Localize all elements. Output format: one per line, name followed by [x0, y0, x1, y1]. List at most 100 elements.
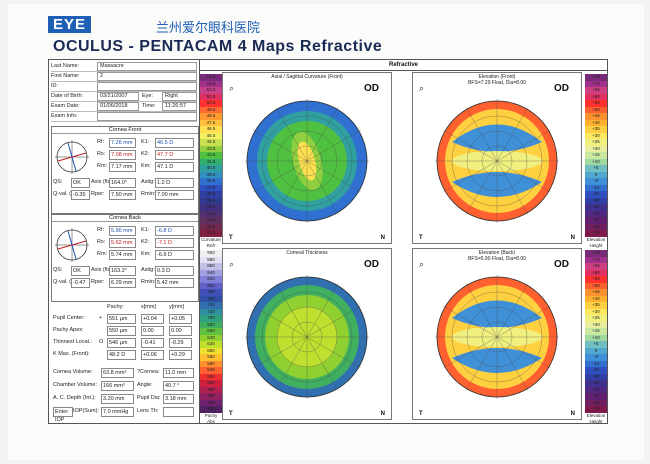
- patient-data-panel: Last Name: Massacre First Name: 2 ID: Date of…: [49, 60, 200, 423]
- scale-step: +40: [585, 119, 607, 126]
- nasal-label: N: [380, 235, 385, 241]
- scale-step: -45: [585, 406, 607, 413]
- kerat-label: K1:: [141, 227, 150, 233]
- kerat-value: -6.9 D: [155, 250, 194, 260]
- magnifier-icon[interactable]: ⌕: [419, 83, 425, 93]
- kerat-value: 0.3 D: [155, 266, 194, 276]
- scale-step: -20: [585, 373, 607, 380]
- magnifier-icon[interactable]: ⌕: [419, 259, 425, 269]
- map-plot: [245, 275, 369, 399]
- patient-field-label: Exam Date:: [51, 103, 80, 110]
- scale-step: +35: [585, 126, 607, 133]
- kerat-label: Astig:: [141, 267, 155, 273]
- scale-unit: Pachy: [204, 412, 218, 418]
- eye-label: OD: [554, 83, 569, 94]
- scale-step: 49.5: [200, 106, 222, 113]
- scale-step: 800: [200, 282, 222, 289]
- scale-step: 54.5: [200, 74, 222, 81]
- report-frame: Last Name: Massacre First Name: 2 ID: Date of…: [48, 59, 608, 424]
- patient-field-value: 11:26:57: [162, 101, 197, 111]
- scale-step: 32.5: [200, 217, 222, 224]
- scale-step: -35: [585, 217, 607, 224]
- volume-value: 7.0 mmHg: [101, 407, 134, 417]
- magnifier-icon[interactable]: ⌕: [229, 259, 235, 269]
- scale-step: 760: [200, 295, 222, 302]
- scale-step: +30: [585, 132, 607, 139]
- nasal-label: N: [570, 411, 575, 417]
- scale-step: 36.5: [200, 191, 222, 198]
- map-subtitle: BFS=7.29 Float, Dia=8.00: [468, 80, 526, 86]
- refractive-panel-title: Refractive: [200, 60, 607, 71]
- nasal-label: N: [570, 235, 575, 241]
- pachy-column-header: y[mm]: [169, 304, 184, 310]
- scale-step: +50: [585, 106, 607, 113]
- scale-step: +15: [585, 152, 607, 159]
- temporal-label: T: [229, 411, 233, 417]
- color-scale: 900 880 860 840 820 800 780 760 740 720 700 680 660 6…: [200, 250, 222, 426]
- pachy-row-label: Pachy Apex:: [53, 327, 84, 333]
- patient-field-label: First Name:: [51, 73, 80, 80]
- scale-step: 38.5: [200, 178, 222, 185]
- kerat-label: Km:: [141, 163, 151, 169]
- scale-step: 440: [200, 399, 222, 406]
- scale-step: +25: [585, 315, 607, 322]
- kerat-label: Q-val. (6mm):: [53, 279, 87, 285]
- scale-step: 840: [200, 269, 222, 276]
- scale-step: 460: [200, 393, 222, 400]
- patient-field-value: 2: [97, 71, 197, 81]
- patient-row: Exam Info:: [51, 111, 197, 122]
- kerat-label: Rper:: [91, 279, 105, 285]
- scale-unit: Height: [589, 243, 603, 248]
- pachy-row-symbol: O: [99, 339, 104, 345]
- kerat-value: 46.5 D: [155, 138, 194, 148]
- report-title: OCULUS - PENTACAM 4 Maps Refractive: [53, 38, 383, 55]
- scale-step: 880: [200, 256, 222, 263]
- scale-step: 30.5: [200, 230, 222, 237]
- kerat-value: -7.1 D: [155, 238, 194, 248]
- map-title: Corneal Thickness: [286, 250, 328, 256]
- scale-step: 39.5: [200, 171, 222, 178]
- patient-field-value: 03/21/2007: [97, 91, 139, 101]
- map-curv: Axial / Sagittal Curvature (Front) OD ⌕ T N: [222, 72, 392, 244]
- magnifier-icon[interactable]: ⌕: [229, 83, 235, 93]
- kerat-value: 7.17 mm: [109, 162, 136, 172]
- axis-diagram-icon: [55, 140, 89, 174]
- pachy-row-label: K Max. (Front):: [53, 351, 90, 357]
- scale-step: 34.5: [200, 204, 222, 211]
- pachy-row-label: Thinnest Locat.:: [53, 339, 93, 345]
- enter-iop-button[interactable]: Enter IOP: [53, 407, 73, 423]
- kerat-label: Rm:: [97, 163, 108, 169]
- pachy-value: 550 µm: [107, 326, 136, 336]
- map-title: Elevation (Front): [478, 74, 516, 80]
- scale-step: 600: [200, 347, 222, 354]
- scale-step: 780: [200, 289, 222, 296]
- scale-step: -5: [585, 178, 607, 185]
- scale-step: -15: [585, 191, 607, 198]
- scale-step: 580: [200, 354, 222, 361]
- temporal-label: T: [419, 411, 423, 417]
- patient-row: First Name: 2: [51, 71, 197, 82]
- scale-step: -10: [585, 184, 607, 191]
- kerat-label: K2:: [141, 239, 150, 245]
- scale-step: +10: [585, 334, 607, 341]
- scale-unit: Abs: [207, 419, 215, 424]
- scale-step: +15: [585, 328, 607, 335]
- scale-unit: Refr: [206, 243, 216, 248]
- kerat-label: Rf:: [97, 227, 105, 233]
- kerat-label: Rm:: [97, 251, 108, 257]
- scale-step: -20: [585, 197, 607, 204]
- pachy-value: 48.2 D: [107, 350, 136, 360]
- volume-label: IOP(Sum):: [73, 408, 99, 414]
- scale-step: 700: [200, 315, 222, 322]
- scale-step: 52.5: [200, 87, 222, 94]
- color-scale: 54.5 53.5 52.5 51.5 50.5 49.5 48.5 47.5 46.5 45.5…: [200, 74, 222, 250]
- patient-field-value: Massacre: [97, 61, 197, 71]
- pachy-value: 546 µm: [107, 338, 136, 348]
- volume-label: Pupil Dia:: [137, 395, 161, 401]
- kerat-value: 6.29 mm: [109, 278, 136, 288]
- scale-step: 720: [200, 308, 222, 315]
- scale-step: +40: [585, 295, 607, 302]
- volume-value: 63.8 mm³: [101, 368, 134, 378]
- kerat-label: QS:: [53, 267, 63, 273]
- kerat-value: 5.90 mm: [109, 226, 136, 236]
